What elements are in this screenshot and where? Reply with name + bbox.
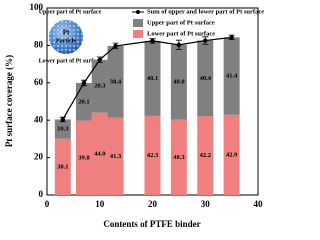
chart: Pt surface coverage (%) Contents of PTFE… (4, 2, 264, 229)
bar-segment (75, 82, 92, 121)
x-tick-label: 30 (201, 199, 211, 209)
bar-segment (75, 120, 92, 195)
bar-segment (223, 37, 240, 115)
inset-top-label: Upper part of Pt surface (39, 9, 102, 15)
sum-point (176, 42, 182, 48)
legend-swatch (133, 30, 143, 38)
data-label: 40.0 (173, 79, 184, 86)
particle-texture (49, 20, 83, 54)
bar-segment (170, 119, 187, 195)
data-label: 40.1 (147, 75, 158, 82)
x-tick-label: 40 (254, 199, 264, 209)
data-label: 20.1 (78, 98, 89, 105)
sum-point (113, 43, 118, 49)
sum-point (203, 38, 208, 43)
data-label: 30.1 (57, 163, 68, 170)
y-tick-label: 80 (34, 39, 44, 49)
inset-bottom-label: Lower part of Pt surface (39, 58, 102, 64)
x-tick-label: 0 (45, 199, 50, 209)
bar-segment (144, 40, 161, 116)
data-label: 41.3 (110, 153, 122, 160)
sum-line (62, 36, 232, 120)
legend-marker (136, 10, 140, 14)
inset-center-label: Pt (63, 29, 70, 37)
y-axis-label: Pt surface coverage (%) (4, 55, 14, 147)
bar-segment (197, 40, 214, 117)
bar-segment (144, 115, 161, 195)
bar-segment (91, 59, 108, 113)
data-label: 10.3 (57, 126, 69, 133)
data-label: 38.4 (110, 78, 122, 85)
data-label: 39.8 (78, 154, 90, 161)
bar-segment (170, 44, 187, 120)
page: {"chart_data": {"type": "stacked-bar-lin… (4, 2, 265, 230)
bar-segment (54, 119, 71, 139)
bar-segment (107, 117, 124, 195)
inset: Upper part of Pt surface Pt Particle Low… (39, 9, 102, 64)
legend-label: Upper part of Pt surface (147, 19, 215, 26)
bar-segment (223, 114, 240, 195)
legend-label: Lower part of Pt surface (147, 30, 215, 37)
legend-label: Sum of upper and lower part of Pt surfac… (147, 8, 264, 15)
data-label: 41.4 (226, 73, 238, 80)
sum-point (81, 80, 87, 86)
y-tick-label: 100 (30, 2, 44, 12)
sum-point (60, 117, 66, 122)
sum-point (97, 57, 102, 62)
x-axis-label: Contents of PTFE binder (103, 219, 200, 229)
sum-point (150, 38, 155, 44)
y-tick-label: 60 (34, 77, 44, 87)
data-label: 40.3 (173, 154, 185, 161)
legend-swatch (133, 19, 143, 27)
bar-segment (91, 112, 108, 195)
sum-point (229, 35, 234, 40)
x-tick-label: 10 (95, 199, 105, 209)
bar-segment (107, 45, 124, 118)
data-label: 42.3 (147, 152, 159, 159)
data-label: 28.3 (94, 83, 106, 90)
data-label: 44.0 (94, 150, 105, 157)
bar-segment (197, 116, 214, 195)
x-tick-label: 20 (148, 199, 158, 209)
y-tick-label: 0 (39, 189, 44, 199)
data-label: 42.2 (200, 152, 211, 159)
data-label: 40.4 (200, 75, 212, 82)
y-tick-label: 40 (34, 114, 44, 124)
bar-segment (54, 138, 71, 195)
inset-center-label: Particle (56, 38, 76, 44)
y-tick-label: 20 (34, 152, 44, 162)
data-label: 42.9 (226, 151, 238, 158)
